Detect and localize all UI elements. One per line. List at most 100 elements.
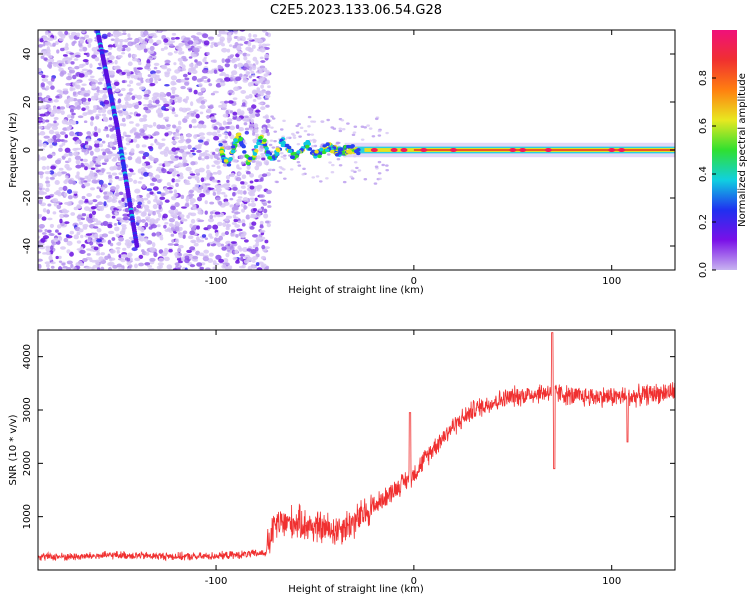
- transition-blob: [296, 150, 301, 154]
- noise-blob: [278, 166, 283, 169]
- noise-blob: [209, 104, 214, 110]
- noise-blob: [169, 40, 176, 44]
- noise-blob: [185, 138, 192, 144]
- noise-blob: [93, 51, 100, 55]
- spectrogram-y-ticks: -40 -20 0 20 40: [22, 48, 675, 254]
- noise-blob: [163, 224, 167, 229]
- noise-blob: [166, 68, 172, 72]
- noise-blob: [138, 74, 143, 79]
- spectrogram-panel: -100 0 100 -40 -20 0 20 40 Height of straight …: [8, 29, 676, 296]
- noise-blob: [38, 120, 43, 123]
- noise-blob: [143, 93, 150, 98]
- noise-blob: [55, 255, 59, 260]
- noise-blob: [264, 114, 269, 120]
- noise-blob: [82, 112, 88, 117]
- noise-blob: [112, 85, 117, 89]
- noise-blob: [108, 261, 115, 267]
- noise-blob: [71, 120, 77, 126]
- noise-blob: [114, 212, 120, 216]
- noise-blob: [191, 240, 196, 244]
- noise-blob: [111, 237, 116, 241]
- noise-blob: [182, 73, 188, 78]
- noise-blob: [159, 151, 166, 155]
- noise-blob: [191, 227, 195, 232]
- x-tick-label: 0: [411, 576, 417, 587]
- noise-blob: [147, 265, 153, 268]
- noise-blob: [267, 200, 271, 204]
- noise-blob: [229, 197, 234, 201]
- noise-blob: [319, 180, 323, 183]
- noise-blob: [195, 113, 200, 119]
- noise-blob: [157, 113, 164, 118]
- noise-blob: [255, 262, 260, 267]
- transition-blob: [252, 152, 258, 156]
- noise-blob: [48, 80, 53, 86]
- noise-blob: [140, 79, 144, 84]
- noise-blob: [170, 214, 177, 218]
- noise-blob: [38, 199, 43, 205]
- noise-blob: [135, 143, 140, 149]
- noise-blob: [92, 218, 98, 222]
- noise-blob: [52, 198, 59, 203]
- noise-blob: [218, 104, 223, 108]
- noise-blob: [59, 144, 63, 148]
- noise-blob: [204, 155, 210, 160]
- noise-blob: [82, 224, 89, 228]
- noise-blob: [217, 41, 222, 46]
- noise-blob: [218, 126, 225, 131]
- noise-blob: [173, 62, 177, 66]
- noise-blob: [76, 204, 81, 208]
- noise-blob: [197, 91, 204, 96]
- noise-blob: [107, 32, 112, 38]
- noise-blob: [253, 123, 259, 129]
- noise-blob: [259, 47, 266, 53]
- noise-blob: [273, 139, 277, 143]
- carrier-hotspot: [618, 148, 626, 152]
- noise-blob: [185, 116, 190, 120]
- noise-blob: [237, 50, 243, 55]
- noise-blob: [93, 131, 99, 137]
- noise-blob: [265, 118, 271, 124]
- noise-blob: [101, 162, 107, 165]
- noise-blob: [44, 30, 49, 36]
- noise-blob: [134, 135, 141, 139]
- noise-blob: [48, 58, 55, 63]
- snr-frame: [37, 329, 676, 571]
- noise-blob: [109, 127, 114, 132]
- noise-blob: [205, 169, 211, 175]
- noise-blob: [232, 191, 236, 197]
- noise-blob: [325, 177, 329, 180]
- noise-blob: [87, 97, 92, 102]
- noise-blob: [49, 170, 55, 175]
- noise-blob: [219, 82, 226, 87]
- noise-blob: [252, 255, 258, 261]
- noise-blob: [212, 266, 217, 270]
- noise-blob: [125, 113, 130, 116]
- noise-blob: [64, 30, 69, 36]
- noise-blob: [69, 131, 75, 137]
- noise-blob: [49, 223, 55, 228]
- noise-blob: [263, 208, 268, 214]
- noise-blob: [67, 59, 71, 64]
- noise-blob: [200, 104, 206, 110]
- noise-blob: [155, 141, 160, 146]
- noise-blob: [141, 218, 146, 223]
- noise-blob: [227, 89, 234, 94]
- noise-blob: [222, 132, 228, 135]
- noise-blob: [138, 61, 142, 66]
- transition-blob: [290, 152, 295, 156]
- noise-blob: [50, 85, 55, 90]
- noise-blob: [174, 202, 180, 208]
- noise-blob: [102, 95, 108, 100]
- noise-blob: [248, 109, 254, 114]
- noise-blob: [161, 252, 168, 257]
- noise-blob: [190, 113, 195, 117]
- noise-blob: [59, 218, 63, 224]
- noise-blob: [106, 109, 113, 115]
- noise-blob: [71, 41, 76, 47]
- noise-blob: [59, 71, 65, 77]
- snr-panel: -100 0 100 1000 2000 3000 4000 Height of stra…: [8, 329, 676, 595]
- noise-blob: [172, 124, 177, 129]
- noise-blob: [250, 264, 255, 269]
- noise-blob: [153, 62, 160, 67]
